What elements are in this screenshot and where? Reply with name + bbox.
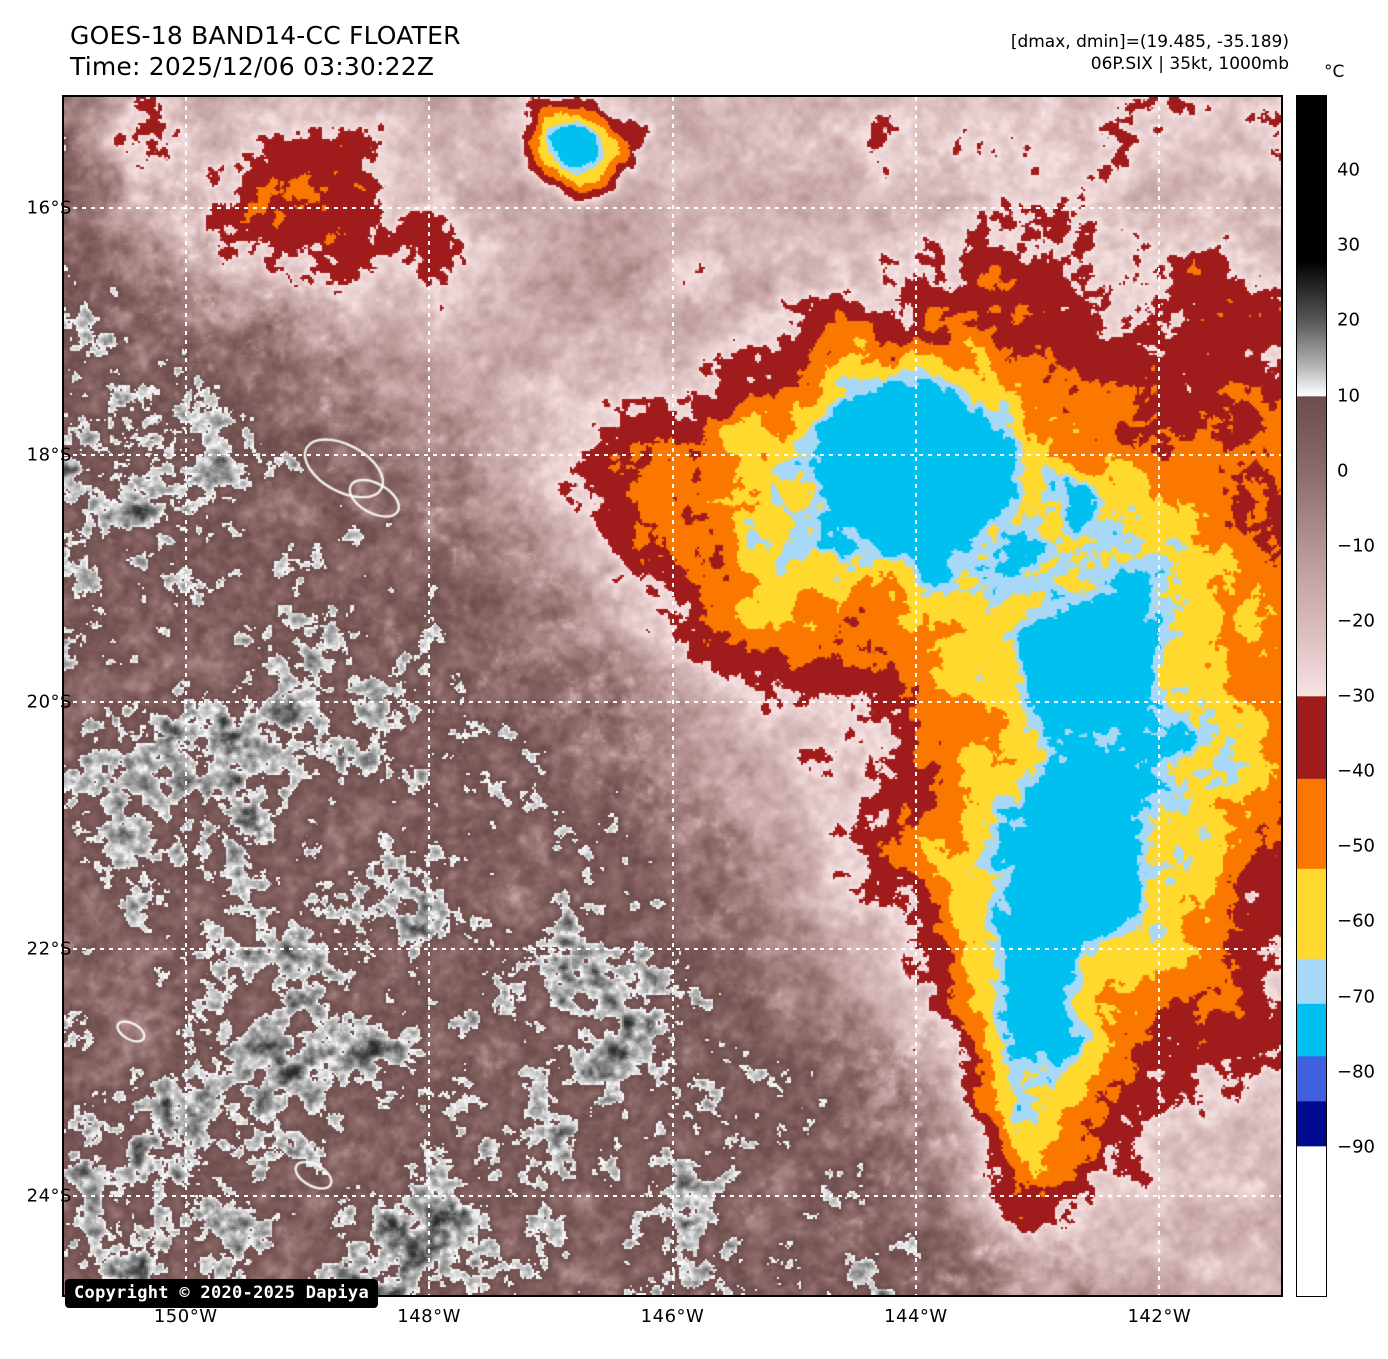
satellite-raster	[64, 97, 1281, 1295]
colorbar-tick-label: −60	[1337, 910, 1375, 932]
colorbar-tick-label: −30	[1337, 685, 1375, 707]
x-axis-tick-label: 146°W	[640, 1306, 705, 1327]
colorbar-tick-label: 10	[1337, 385, 1360, 406]
y-axis-tick-label: 20°S	[26, 691, 72, 713]
y-axis-tick-label: 16°S	[26, 197, 72, 219]
colorbar-tick-label: −90	[1337, 1136, 1375, 1158]
y-axis-tick-label: 22°S	[26, 938, 72, 960]
storm-info-label: 06P.SIX | 35kt, 1000mb	[1090, 54, 1289, 74]
dmax-dmin-label: [dmax, dmin]=(19.485, -35.189)	[1010, 32, 1289, 52]
colorbar-tick-label: −10	[1337, 535, 1375, 557]
x-axis-tick-label: 148°W	[397, 1306, 461, 1327]
header-title-block: GOES-18 BAND14-CC FLOATER Time: 2025/12/…	[70, 20, 461, 82]
x-axis-tick-label: 142°W	[1127, 1306, 1192, 1327]
x-axis-tick-label: 144°W	[884, 1306, 948, 1327]
colorbar-tick-label: −50	[1337, 835, 1375, 857]
timestamp-label: Time: 2025/12/06 03:30:22Z	[70, 52, 435, 81]
colorbar-tick-label: −80	[1337, 1061, 1375, 1083]
temperature-colorbar[interactable]	[1296, 95, 1327, 1297]
y-axis-tick-label: 24°S	[26, 1185, 72, 1207]
colorbar-tick-label: 0	[1337, 460, 1349, 482]
y-axis-tick-label: 18°S	[26, 444, 72, 466]
copyright-badge: Copyright © 2020-2025 Dapiya	[65, 1279, 378, 1308]
colorbar-tick-label: −70	[1337, 986, 1375, 1007]
colorbar-tick-label: −20	[1337, 610, 1375, 632]
colorbar-gradient	[1297, 96, 1326, 1296]
colorbar-tick-label: 20	[1337, 309, 1360, 331]
x-axis-tick-label: 150°W	[153, 1306, 218, 1327]
colorbar-tick-label: 40	[1337, 159, 1360, 181]
colorbar-tick-label: −40	[1337, 760, 1375, 782]
colorbar-unit-label: °C	[1324, 62, 1345, 82]
colorbar-tick-label: 30	[1337, 234, 1360, 256]
satellite-map[interactable]	[62, 95, 1283, 1297]
page-title: GOES-18 BAND14-CC FLOATER	[70, 21, 461, 50]
header-meta-block: [dmax, dmin]=(19.485, -35.189) 06P.SIX |…	[1011, 31, 1289, 75]
